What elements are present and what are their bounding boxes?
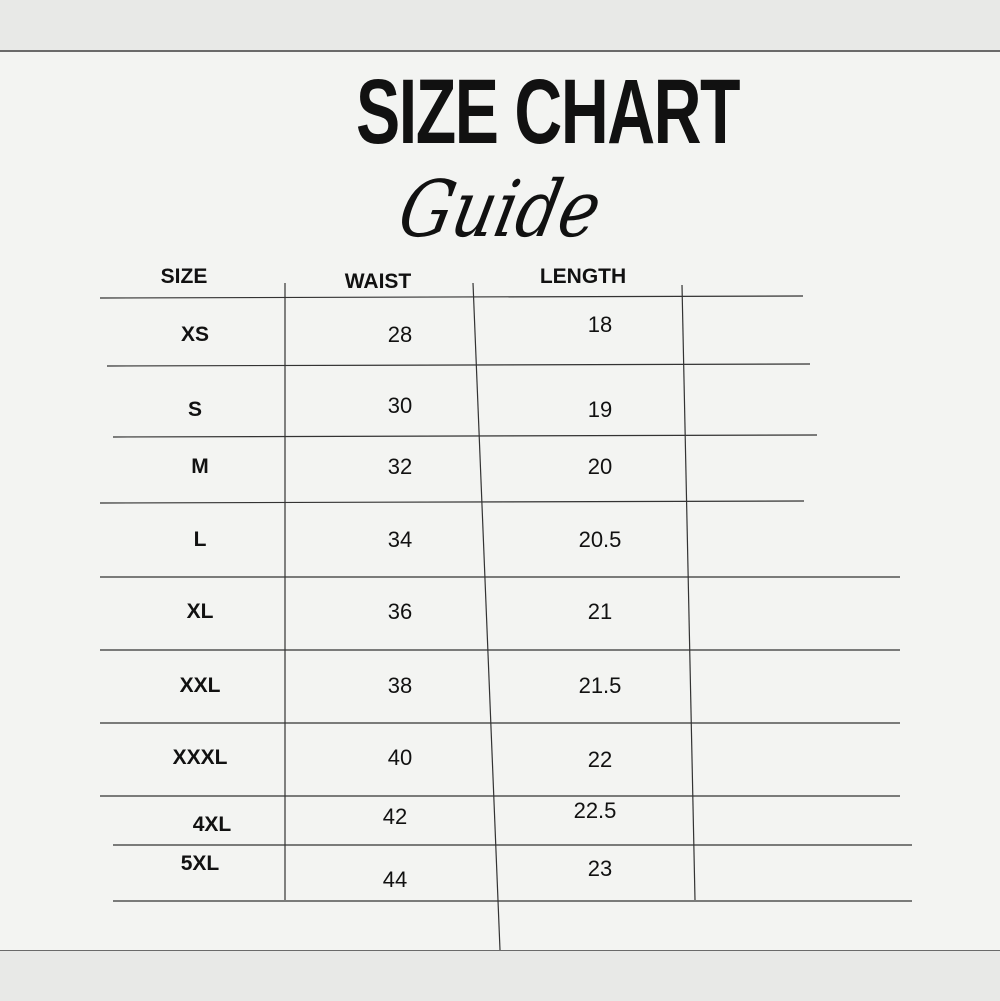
- cell-waist: 38: [387, 673, 413, 698]
- cell-waist: 28: [387, 322, 413, 347]
- cell-size: XXL: [179, 674, 221, 697]
- cell-length: 19: [587, 397, 613, 422]
- cell-waist: 30: [387, 393, 413, 418]
- header-length: LENGTH: [539, 265, 627, 288]
- cell-size: XS: [180, 323, 210, 346]
- cell-waist: 40: [387, 745, 413, 770]
- cell-size: 4XL: [192, 813, 232, 836]
- cell-size: XXXL: [172, 746, 228, 769]
- cell-size: L: [193, 528, 207, 551]
- top-band: [0, 0, 1000, 52]
- cell-length: 22.5: [573, 798, 617, 823]
- row-divider: [99, 295, 804, 299]
- header-waist: WAIST: [344, 270, 412, 293]
- cell-size: M: [191, 455, 209, 478]
- cell-length: 20.5: [578, 527, 622, 552]
- cell-length: 18: [587, 312, 613, 337]
- row-divider: [99, 500, 805, 504]
- row-divider: [106, 363, 811, 367]
- column-divider: [472, 282, 501, 951]
- cell-length: 21.5: [578, 673, 622, 698]
- cell-size: XL: [186, 600, 214, 623]
- cell-waist: 44: [382, 867, 408, 892]
- cell-length: 23: [587, 856, 613, 881]
- cell-waist: 32: [387, 454, 413, 479]
- cell-size: S: [187, 398, 203, 421]
- cell-waist: 34: [387, 527, 413, 552]
- cell-length: 20: [587, 454, 613, 479]
- bottom-band: [0, 950, 1000, 1001]
- cell-waist: 36: [387, 599, 413, 624]
- header-size: SIZE: [160, 265, 208, 288]
- row-divider: [112, 434, 818, 438]
- cell-waist: 42: [382, 804, 408, 829]
- column-divider: [681, 284, 696, 901]
- cell-size: 5XL: [180, 852, 220, 875]
- cell-length: 21: [587, 599, 613, 624]
- cell-length: 22: [587, 747, 613, 772]
